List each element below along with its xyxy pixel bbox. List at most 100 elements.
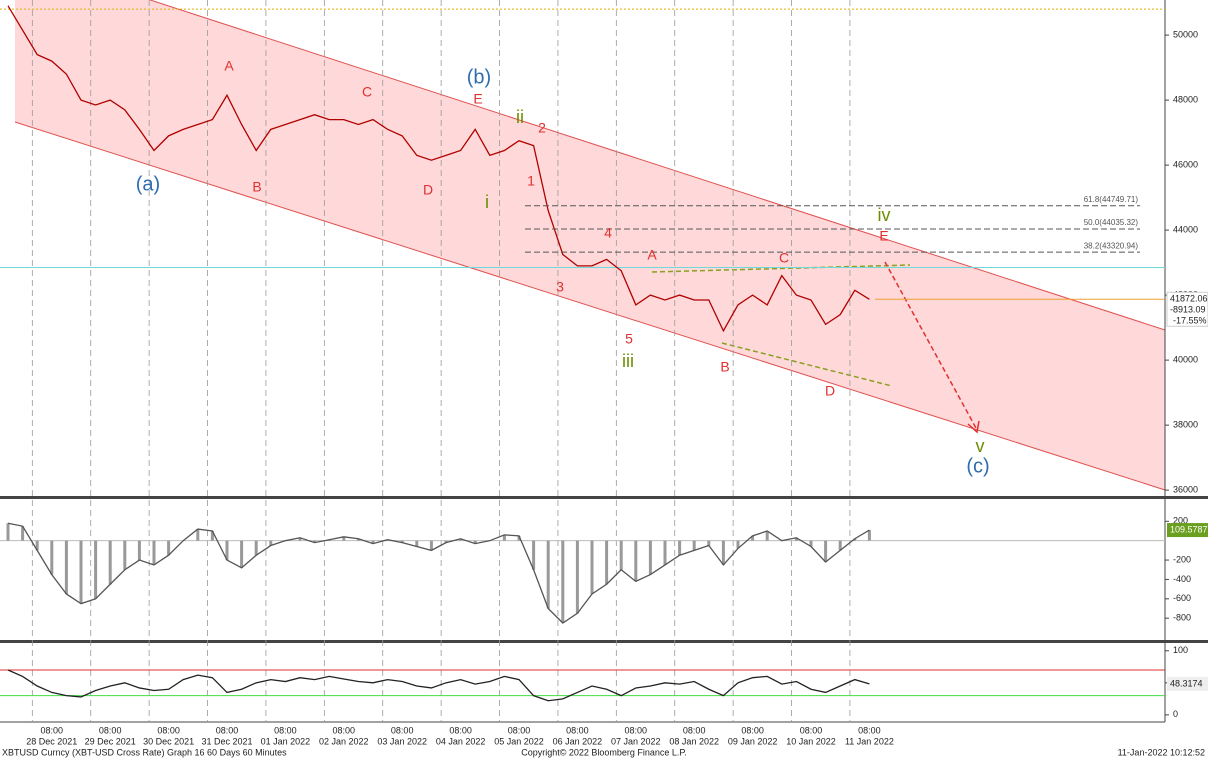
timestamp: 11-Jan-2022 10:12:52: [1118, 747, 1205, 757]
histogram-bar: [444, 540, 448, 543]
histogram-bar: [429, 540, 433, 551]
wave-label: B: [720, 359, 729, 375]
arrow-head: [967, 420, 980, 434]
histogram-bar: [532, 540, 536, 570]
x-tick-label: 04 Jan 2022: [436, 736, 486, 746]
footer-title: XBTUSD Curncy (XBT-USD Cross Rate) Graph…: [2, 747, 287, 757]
histogram-bar: [313, 540, 317, 543]
histogram-bar: [575, 540, 579, 614]
y-tick-label: -800: [1173, 613, 1191, 623]
last-value: 109.5787: [1170, 524, 1208, 534]
trendline: [651, 264, 911, 273]
series-line: [7, 5, 870, 333]
histogram-bar: [794, 537, 798, 541]
x-time-label: 08:00: [858, 725, 881, 735]
wave-label: D: [423, 182, 433, 198]
histogram-bar: [269, 540, 273, 546]
histogram-bar: [415, 540, 419, 547]
histogram-bar: [6, 523, 10, 541]
histogram-bar: [765, 530, 769, 541]
last-value-box: [1167, 523, 1208, 538]
y-tick-label: 48000: [1173, 94, 1198, 104]
net-change: -8913.09: [1170, 305, 1206, 315]
histogram-bar: [824, 540, 828, 562]
wave-label: 5: [625, 331, 633, 347]
x-time-label: 08:00: [274, 725, 297, 735]
wave-label: 2: [538, 120, 546, 136]
histogram-bar: [648, 540, 652, 575]
histogram-bar: [502, 534, 506, 541]
pct-change: -17.55%: [1173, 316, 1207, 326]
fib-label: 38.2(43320.94): [1084, 241, 1139, 250]
panel-separator: [0, 496, 1208, 499]
histogram-bar: [94, 540, 98, 599]
histogram-bar: [838, 540, 842, 551]
histogram-bar: [678, 540, 682, 556]
histogram-bar: [21, 526, 25, 541]
last-price: 41872.06: [1170, 294, 1208, 304]
x-time-label: 08:00: [333, 725, 356, 735]
histogram-bar: [356, 538, 360, 541]
price-box: [1166, 291, 1208, 327]
wave-label: B: [252, 179, 261, 195]
x-time-label: 08:00: [800, 725, 823, 735]
copyright: Copyright© 2022 Bloomberg Finance L.P.: [521, 747, 687, 757]
histogram-bar: [50, 540, 54, 575]
histogram-bar: [809, 540, 813, 547]
histogram-bar: [400, 540, 404, 543]
x-time-label: 08:00: [683, 725, 706, 735]
y-tick-label: 44000: [1173, 224, 1198, 234]
wave-label: v: [976, 436, 985, 456]
wave-label: iv: [878, 205, 891, 225]
x-time-label: 08:00: [216, 725, 239, 735]
wave-label: iii: [622, 351, 634, 371]
x-time-label: 08:00: [157, 725, 180, 735]
histogram-bar: [605, 540, 609, 585]
histogram-bar: [254, 540, 258, 556]
histogram-bar: [210, 530, 214, 541]
histogram-bar: [473, 540, 477, 544]
wave-label: C: [362, 84, 372, 100]
histogram-bar: [867, 530, 871, 541]
wave-label: (c): [966, 455, 989, 477]
panel-separator: [0, 640, 1208, 643]
wave-label: ii: [516, 107, 524, 127]
histogram-bar: [64, 540, 68, 594]
x-tick-label: 03 Jan 2022: [377, 736, 427, 746]
x-tick-label: 01 Jan 2022: [261, 736, 311, 746]
series-line: [7, 669, 870, 702]
channel: [15, 0, 1165, 490]
histogram-bar: [240, 540, 244, 568]
x-time-label: 08:00: [566, 725, 589, 735]
y-tick-label: -600: [1173, 593, 1191, 603]
x-tick-label: 30 Dec 2021: [143, 736, 194, 746]
histogram-bar: [853, 538, 857, 541]
wave-label: i: [485, 192, 489, 212]
wave-label: 3: [556, 279, 564, 295]
histogram-bar: [619, 540, 623, 570]
wave-label: C: [779, 250, 789, 266]
histogram-bar: [561, 540, 565, 624]
x-time-label: 08:00: [449, 725, 472, 735]
y-tick-label: 38000: [1173, 419, 1198, 429]
x-tick-label: 10 Jan 2022: [786, 736, 836, 746]
y-tick-label: -200: [1173, 554, 1191, 564]
histogram-bar: [196, 529, 200, 541]
wave-label: E: [879, 228, 888, 244]
x-tick-label: 06 Jan 2022: [553, 736, 603, 746]
y-tick-label: -400: [1173, 574, 1191, 584]
y-tick-label: 36000: [1173, 484, 1198, 494]
y-tick-label: 100: [1173, 645, 1188, 655]
wave-label: (a): [136, 173, 160, 195]
histogram-bar: [35, 540, 39, 551]
x-tick-label: 29 Dec 2021: [85, 736, 136, 746]
histogram-bar: [225, 540, 229, 561]
x-time-label: 08:00: [99, 725, 122, 735]
x-tick-label: 31 Dec 2021: [201, 736, 252, 746]
fib-label: 61.8(44749.71): [1084, 195, 1139, 204]
y-tick-label: 200: [1173, 516, 1188, 526]
histogram-bar: [298, 537, 302, 541]
series-line: [7, 522, 870, 624]
